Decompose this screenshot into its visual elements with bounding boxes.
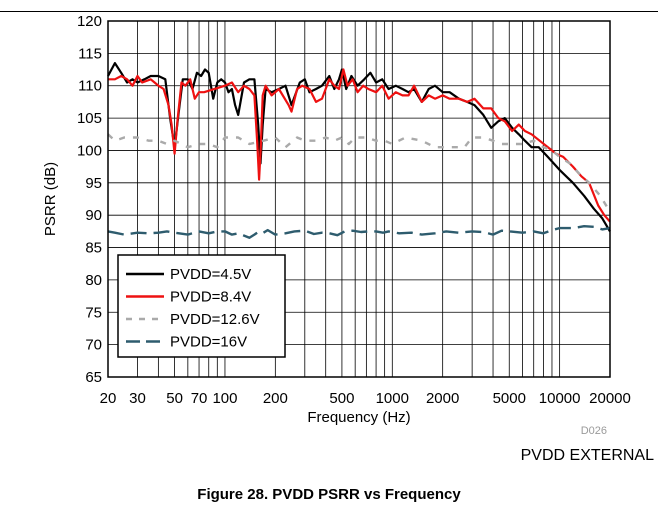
top-rule [0,11,658,12]
series-line-1 [107,62,611,232]
x-tick-label: 200 [263,390,288,407]
y-tick-label: 85 [85,240,102,257]
series-line-4 [107,225,611,239]
doc-id: D026 [581,425,607,437]
series-layer [107,62,612,239]
x-tick-label: 30 [129,390,146,407]
figure-caption: Figure 28. PVDD PSRR vs Frequency [197,486,461,503]
y-tick-label: 100 [77,142,102,159]
x-tick-label: 2000 [426,390,459,407]
y-tick-label: 80 [85,272,102,289]
x-tick-label: 500 [329,390,354,407]
y-tick-label: 70 [85,337,102,354]
y-axis-label: PSRR (dB) [42,162,59,236]
legend-label-1: PVDD=4.5V [170,266,251,283]
x-tick-label: 5000 [493,390,526,407]
y-tick-label: 115 [78,45,102,62]
legend-label-2: PVDD=8.4V [170,289,251,306]
series-line-2 [108,68,611,223]
x-tick-label: 10000 [539,390,581,407]
y-tick-label: 90 [85,207,102,224]
y-tick-label: 95 [85,175,102,192]
x-axis-label: Frequency (Hz) [307,409,410,426]
y-tick-label: 120 [77,13,102,30]
x-tick-label: 20 [100,390,117,407]
x-tick-label: 20000 [589,390,631,407]
legend-label-3: PVDD=12.6V [170,311,260,328]
y-tick-label: 75 [85,304,102,321]
x-tick-label: 50 [166,390,183,407]
y-tick-label: 105 [77,110,102,127]
legend-box [117,254,286,358]
x-tick-label: 1000 [376,390,409,407]
x-tick-label: 100 [212,390,237,407]
legend-label-4: PVDD=16V [170,334,247,351]
y-tick-label: 110 [78,78,102,95]
plot-frame [107,20,611,378]
y-tick-label: 65 [85,369,102,386]
x-tick-label: 70 [191,390,208,407]
legend: PVDD=4.5V PVDD=8.4V PVDD=12.6V PVDD=16V [117,254,286,358]
series-line-3 [107,133,612,213]
chart-subtitle: PVDD EXTERNAL [521,447,654,464]
